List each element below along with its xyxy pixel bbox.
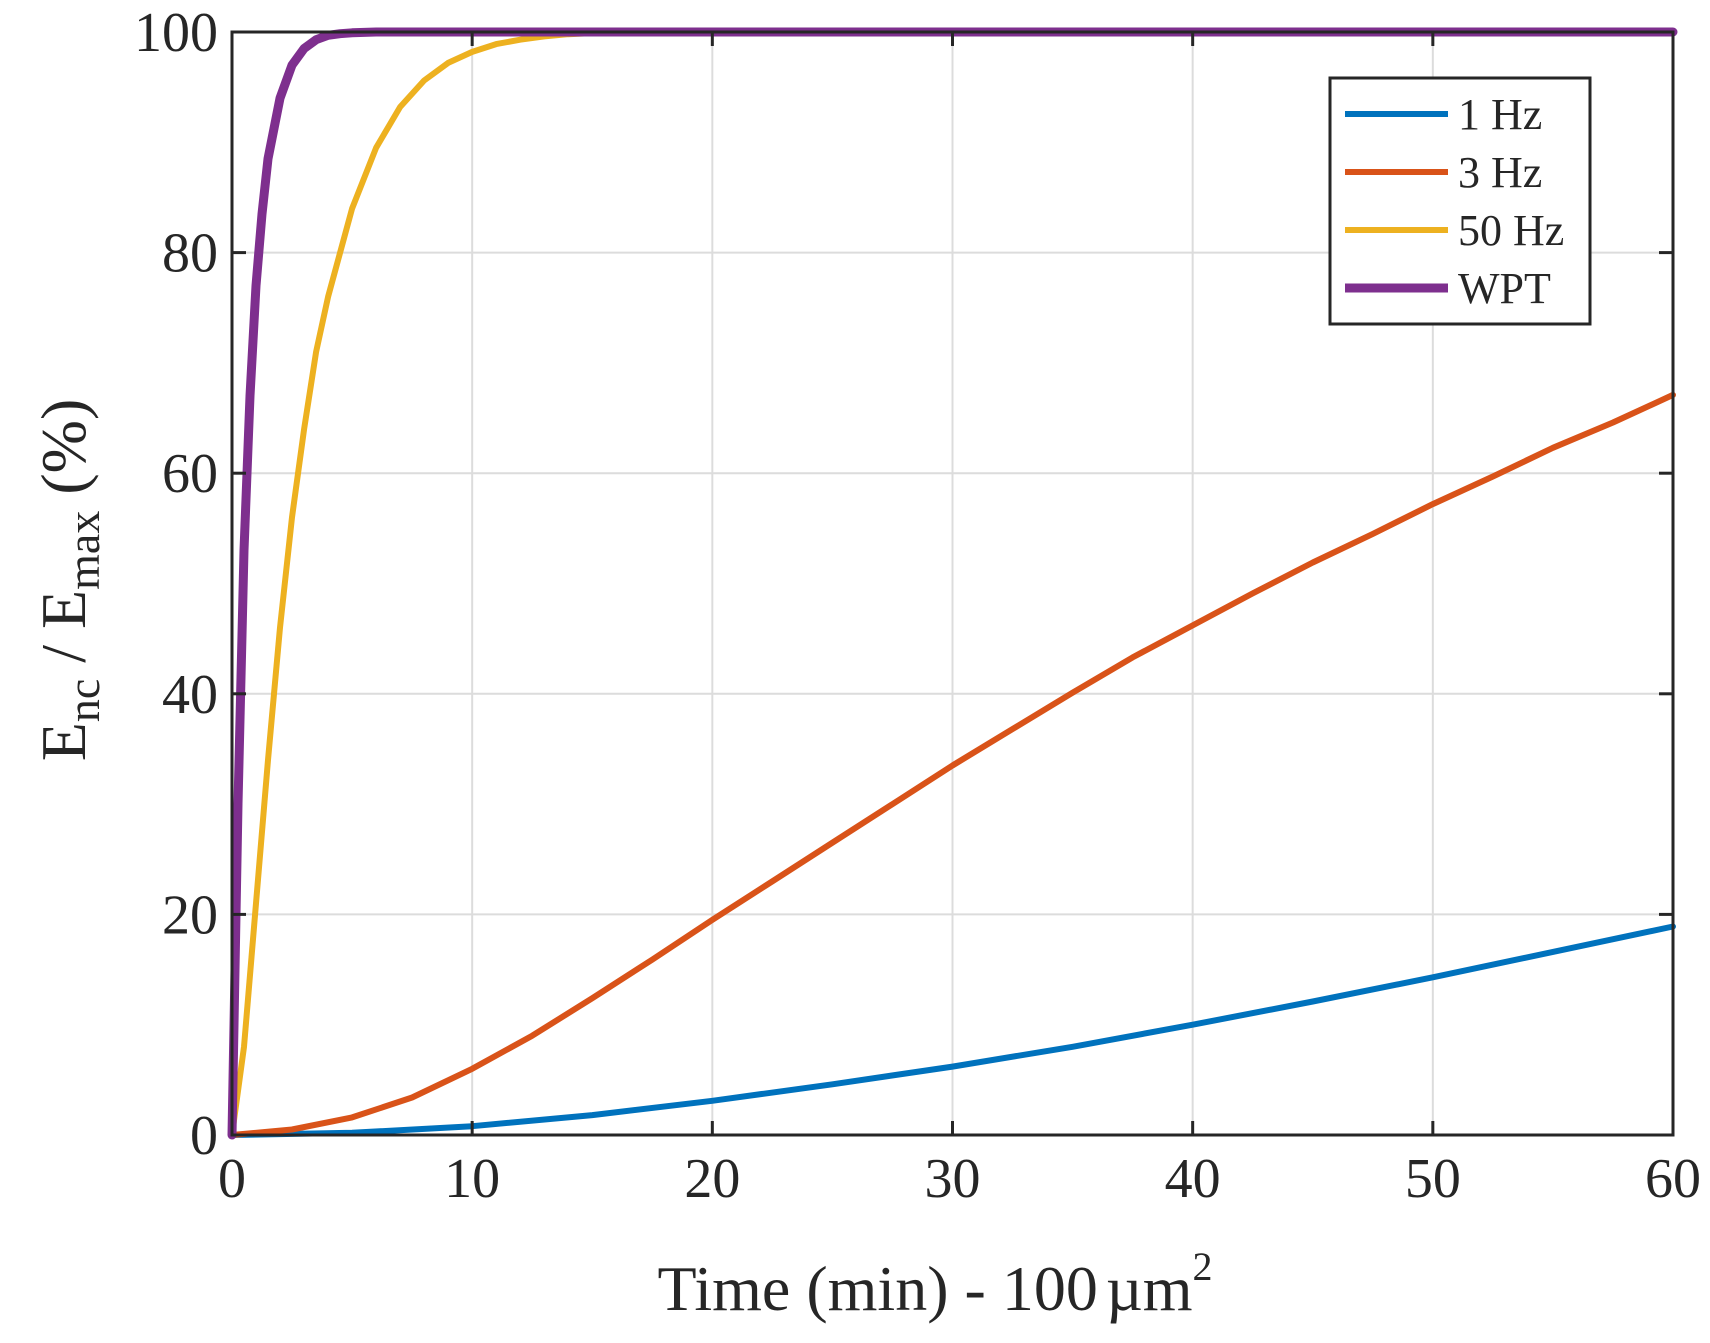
y-tick-label: 0 [190,1105,218,1167]
axes [230,30,1675,1137]
legend-label: 1 Hz [1458,90,1542,139]
x-tick-label: 50 [1405,1148,1461,1210]
x-tick-label: 20 [684,1148,740,1210]
y-axis-label: Enc / Emax (%) [28,399,109,762]
x-tick-label: 10 [444,1148,500,1210]
y-tick-label: 20 [162,884,218,946]
tick-labels: 0 10 20 30 40 50 60 0 20 40 60 80 100 [134,2,1701,1210]
legend-label: 3 Hz [1458,148,1542,197]
y-tick-label: 40 [162,664,218,726]
x-axis-label: Time (min) - 100 µm2 [658,1244,1213,1324]
x-tick-label: 0 [218,1148,246,1210]
y-tick-label: 100 [134,2,218,64]
series-line-3-hz [229,391,1676,1138]
x-tick-label: 60 [1645,1148,1701,1210]
x-tick-label: 30 [925,1148,981,1210]
legend-items: 1 Hz 3 Hz 50 Hz WPT [1345,90,1564,313]
legend-label: WPT [1458,264,1551,313]
y-tick-label: 60 [162,443,218,505]
legend-label: 50 Hz [1458,206,1564,255]
x-tick-label: 40 [1165,1148,1221,1210]
legend: 1 Hz 3 Hz 50 Hz WPT [1328,76,1592,326]
y-tick-label: 80 [162,223,218,285]
legend-box [1328,76,1592,326]
